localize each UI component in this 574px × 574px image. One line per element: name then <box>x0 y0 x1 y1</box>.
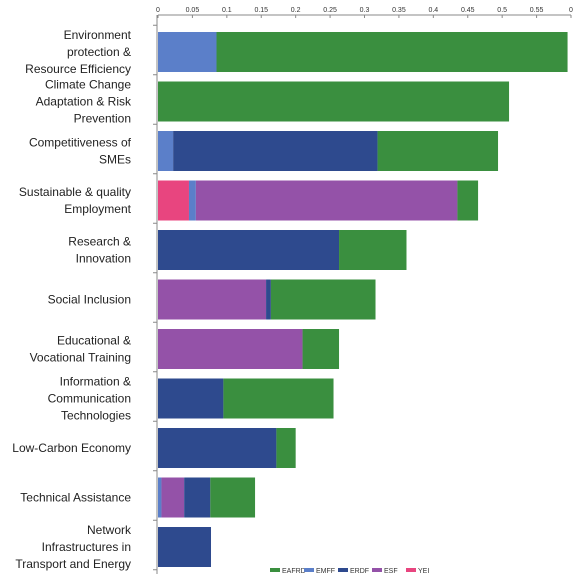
bar-segment-eafrd <box>457 180 479 221</box>
bar-segment-erdf <box>184 477 211 518</box>
bar-segment-erdf <box>158 428 277 468</box>
category-label-line: Adaptation & Risk <box>36 95 132 109</box>
legend: EAFRD EMFF ERDF ESF YEI <box>270 568 429 574</box>
bar-segment-erdf <box>158 230 340 270</box>
bar-segment-eafrd <box>377 131 499 171</box>
category-label-line: Competitiveness of <box>29 136 132 150</box>
category-label: Low-Carbon Economy <box>12 441 131 455</box>
x-tick-label: 0.25 <box>323 7 337 14</box>
category-label-line: Technologies <box>61 409 131 423</box>
category-label: Research & Innovation <box>68 235 131 266</box>
x-tick-label: 0.45 <box>461 7 475 14</box>
category-labels: Environment protection & Resource Efficien… <box>12 28 132 571</box>
category-label-line: SMEs <box>99 153 131 167</box>
x-tick-label: 0 <box>569 7 573 14</box>
x-tick-label: 0.4 <box>428 7 438 14</box>
legend-swatch-esf <box>372 568 382 572</box>
category-label-line: Employment <box>64 202 131 216</box>
category-label-line: Vocational Training <box>30 351 131 365</box>
category-label-line: Research & <box>68 235 131 249</box>
x-axis: 0 0.05 0.1 0.15 0.2 0.25 0.3 0.35 0.4 0.45 0.5 0.55… <box>156 7 573 18</box>
x-tick-label: 0.55 <box>530 7 544 14</box>
legend-label-erdf: ERDF <box>350 568 369 574</box>
bar-segment-eafrd <box>223 378 334 419</box>
legend-swatch-yei <box>406 568 416 572</box>
legend-label-eafrd: EAFRD <box>282 568 306 574</box>
bar-segment-yei <box>158 180 189 221</box>
bar-segment-eafrd <box>270 279 376 320</box>
bar-segment-eafrd <box>276 428 296 468</box>
bar-segment-emff <box>158 477 162 518</box>
category-label-line: Transport and Energy <box>15 557 131 571</box>
category-label-line: Infrastructures in <box>42 540 131 554</box>
category-label: Environment protection & Resource Efficien… <box>25 28 131 76</box>
category-label-line: Sustainable & quality <box>19 185 131 199</box>
category-label-line: Social Inclusion <box>48 293 131 307</box>
bar-segment-erdf <box>173 131 378 171</box>
bar-segment-erdf <box>266 279 271 320</box>
category-label: Information & Communication Technologies <box>48 375 131 423</box>
legend-label-emff: EMFF <box>316 568 335 574</box>
bar-segment-erdf <box>158 378 224 419</box>
x-tick-label: 0 <box>156 7 160 14</box>
bar-segment-esf <box>195 180 458 221</box>
bars <box>158 32 568 567</box>
x-tick-label: 0.3 <box>360 7 370 14</box>
bar-segment-esf <box>161 477 185 518</box>
category-label-line: Prevention <box>74 112 131 126</box>
category-label-line: Low-Carbon Economy <box>12 441 131 455</box>
bar-segment-esf <box>158 279 267 320</box>
x-tick-label: 0.5 <box>497 7 507 14</box>
legend-swatch-erdf <box>338 568 348 572</box>
category-label-line: Innovation <box>76 252 131 266</box>
category-label-line: Resource Efficiency <box>25 62 131 76</box>
bar-segment-eafrd <box>216 32 568 72</box>
bar-segment-emff <box>158 32 217 72</box>
category-label-line: Information & <box>60 375 131 389</box>
legend-label-esf: ESF <box>384 568 398 574</box>
bar-segment-eafrd <box>302 329 340 369</box>
category-label: Competitiveness of SMEs <box>29 136 132 167</box>
legend-swatch-emff <box>304 568 314 572</box>
bar-segment-eafrd <box>339 230 407 270</box>
category-label: Social Inclusion <box>48 293 131 307</box>
bar-segment-eafrd <box>158 81 510 122</box>
y-axis <box>153 15 158 574</box>
category-label: Network Infrastructures in Transport and E… <box>15 523 132 571</box>
category-label-line: Communication <box>48 392 131 406</box>
legend-swatch-eafrd <box>270 568 280 572</box>
bar-segment-erdf <box>158 527 212 567</box>
bar-segment-emff <box>158 131 174 171</box>
bar-segment-eafrd <box>210 477 256 518</box>
legend-label-yei: YEI <box>418 568 429 574</box>
category-label-line: Climate Change <box>45 78 131 92</box>
x-tick-label: 0.05 <box>186 7 200 14</box>
category-label: Climate Change Adaptation & Risk Preventio… <box>36 78 132 126</box>
x-tick-label: 0.2 <box>291 7 301 14</box>
category-label-line: Network <box>87 523 132 537</box>
x-tick-label: 0.1 <box>222 7 232 14</box>
category-label: Technical Assistance <box>20 491 131 505</box>
bar-segment-emff <box>188 180 196 221</box>
x-tick-label: 0.35 <box>392 7 406 14</box>
category-label: Educational & Vocational Training <box>30 334 131 365</box>
category-label-line: Educational & <box>57 334 131 348</box>
category-label-line: Environment <box>64 28 132 42</box>
x-tick-label: 0.15 <box>254 7 268 14</box>
category-label: Sustainable & quality Employment <box>19 185 132 216</box>
bar-segment-esf <box>158 329 303 369</box>
category-label-line: protection & <box>67 45 131 59</box>
category-label-line: Technical Assistance <box>20 491 131 505</box>
